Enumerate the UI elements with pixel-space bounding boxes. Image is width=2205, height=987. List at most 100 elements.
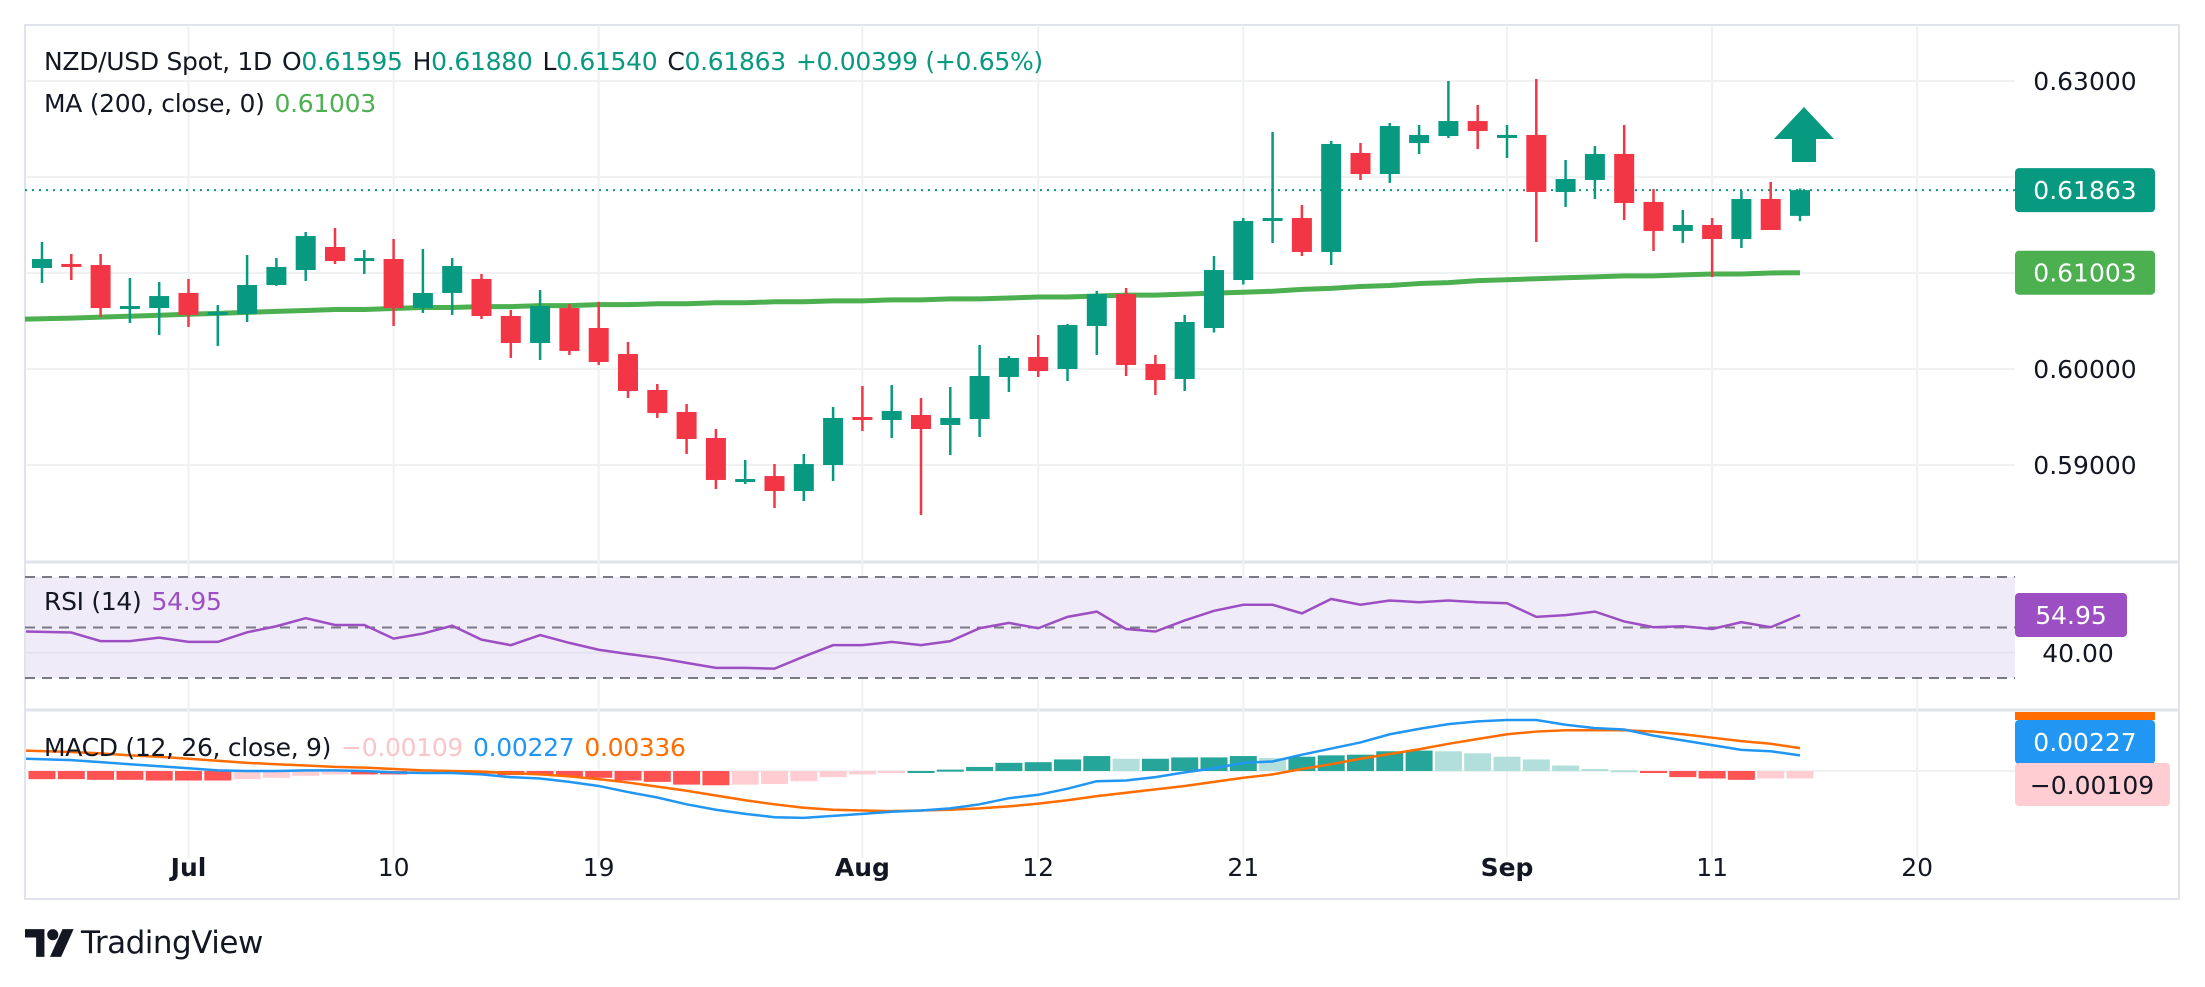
macd-histogram-bar bbox=[233, 771, 261, 780]
rsi-legend-label: RSI (14) bbox=[44, 587, 142, 616]
time-tick-label: 20 bbox=[1901, 853, 1933, 882]
macd-signal-badge bbox=[2015, 712, 2155, 720]
candle bbox=[969, 345, 990, 437]
tradingview-logo-icon bbox=[25, 929, 74, 957]
candle-body bbox=[1116, 294, 1137, 365]
macd-histogram-bar bbox=[1405, 750, 1433, 771]
candle-body bbox=[852, 417, 873, 420]
candle-body bbox=[705, 438, 726, 480]
candle-body bbox=[998, 357, 1019, 377]
symbol-title[interactable]: NZD/USD Spot, 1D bbox=[44, 47, 272, 76]
low-key: L bbox=[542, 47, 557, 76]
macd-histogram-bar bbox=[761, 771, 788, 784]
rsi-legend[interactable]: RSI (14) 54.95 bbox=[44, 587, 232, 616]
candle bbox=[559, 304, 580, 355]
macd-histogram-bar bbox=[145, 771, 173, 781]
price-axis[interactable]: 0.63000 0.60000 0.59000 0.61863 0.61003 bbox=[2015, 67, 2155, 480]
macd-histogram-bar bbox=[321, 771, 349, 775]
candle bbox=[178, 278, 199, 327]
candle-body bbox=[911, 414, 931, 429]
candle bbox=[442, 258, 463, 315]
open-key: O bbox=[281, 47, 302, 76]
candle-body bbox=[237, 285, 258, 314]
macd-histogram-bar bbox=[1054, 759, 1081, 771]
time-tick-label: Aug bbox=[835, 853, 890, 882]
candle-body bbox=[1731, 198, 1752, 240]
candle-body bbox=[618, 354, 638, 391]
tradingview-branding[interactable]: TradingView bbox=[25, 925, 263, 961]
macd-histogram-badge-text: −0.00109 bbox=[2030, 771, 2154, 800]
macd-histogram-bar bbox=[87, 771, 115, 780]
candle-body bbox=[940, 417, 961, 425]
time-tick-label: Sep bbox=[1481, 853, 1534, 882]
last-price-badge-text: 0.61863 bbox=[2033, 176, 2136, 205]
candle-body bbox=[295, 236, 316, 271]
macd-histogram-bar bbox=[1757, 771, 1785, 779]
candle-body bbox=[1526, 134, 1547, 192]
last-price-badge: 0.61863 bbox=[2015, 168, 2155, 213]
candle-body bbox=[149, 296, 170, 309]
candle-body bbox=[1409, 134, 1430, 144]
candle-body bbox=[1291, 217, 1312, 252]
candle bbox=[735, 460, 756, 485]
change-value: +0.00399 (+0.65%) bbox=[795, 47, 1043, 76]
rsi-current-badge bbox=[2015, 593, 2127, 638]
candle bbox=[881, 385, 902, 439]
candle bbox=[119, 277, 140, 324]
candle-body bbox=[412, 292, 433, 309]
low-value: 0.61540 bbox=[556, 47, 658, 76]
ma-200-layer bbox=[24, 189, 2015, 322]
candle-body bbox=[1233, 220, 1254, 281]
candle-body bbox=[559, 308, 580, 351]
candle bbox=[1409, 124, 1430, 154]
macd-histogram-bar bbox=[1171, 757, 1199, 771]
price-tick-label: 0.60000 bbox=[2033, 355, 2136, 384]
candle bbox=[1057, 323, 1078, 381]
candle-body bbox=[325, 246, 345, 261]
candle-body bbox=[1438, 121, 1459, 137]
candle bbox=[1379, 122, 1400, 183]
candle-body bbox=[500, 316, 521, 343]
macd-legend[interactable]: MACD (12, 26, close, 9) −0.00109 0.00227 0.… bbox=[44, 733, 696, 762]
time-tick-label: 19 bbox=[583, 853, 615, 882]
macd-histogram-bar bbox=[350, 771, 378, 775]
macd-histogram-bar bbox=[1522, 759, 1550, 771]
annotations-layer bbox=[1774, 107, 1834, 162]
macd-histogram-bar bbox=[1669, 771, 1697, 778]
candle bbox=[998, 356, 1019, 393]
time-axis[interactable]: Jul 10 19 Aug 12 21 Sep 11 20 bbox=[169, 853, 1933, 882]
candle-body bbox=[207, 311, 228, 315]
macd-histogram-bar bbox=[1698, 771, 1726, 779]
macd-histogram-bar bbox=[292, 771, 320, 776]
candle bbox=[412, 249, 433, 314]
candle-body bbox=[735, 479, 756, 483]
candle bbox=[1086, 290, 1107, 355]
chart-border bbox=[24, 24, 2180, 900]
macd-histogram-badge bbox=[2015, 763, 2170, 806]
candle-body bbox=[1497, 134, 1517, 138]
macd-histogram-bar bbox=[673, 771, 701, 785]
time-tick-label: 12 bbox=[1022, 853, 1054, 882]
candle bbox=[1702, 217, 1723, 278]
ma-legend[interactable]: MA (200, close, 0) 0.61003 bbox=[44, 89, 386, 118]
candle bbox=[295, 232, 316, 281]
candle-body bbox=[1204, 270, 1224, 329]
candle-body bbox=[1702, 225, 1723, 240]
candle-body bbox=[793, 464, 814, 492]
candle-body bbox=[647, 390, 668, 413]
candle-body bbox=[1790, 190, 1810, 216]
candle bbox=[1291, 205, 1312, 257]
macd-line-value: 0.00227 bbox=[473, 733, 575, 762]
macd-histogram-bar bbox=[28, 771, 56, 780]
candle-body bbox=[530, 306, 551, 343]
candle-body bbox=[90, 265, 111, 309]
candle bbox=[1350, 143, 1371, 180]
candle bbox=[1467, 105, 1488, 149]
macd-histogram-bar bbox=[1112, 758, 1140, 771]
macd-histogram-bar bbox=[1083, 756, 1111, 771]
candle bbox=[1233, 217, 1254, 285]
candle-body bbox=[588, 328, 609, 362]
candle bbox=[1116, 287, 1137, 377]
macd-legend-label: MACD (12, 26, close, 9) bbox=[44, 733, 332, 762]
